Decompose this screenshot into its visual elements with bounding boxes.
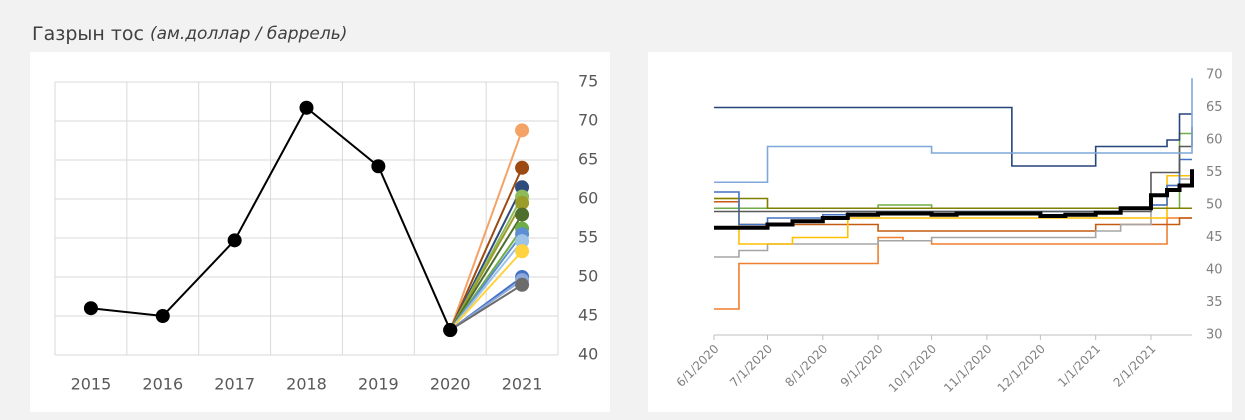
series-line bbox=[714, 78, 1193, 184]
point bbox=[227, 233, 242, 248]
x-tick-label: 2019 bbox=[358, 375, 399, 394]
title: Газрын тос bbox=[32, 23, 144, 45]
y-tick-label: 60 bbox=[578, 189, 598, 208]
y-tick-label: 60 bbox=[1206, 133, 1223, 148]
x-tick-label: 2020 bbox=[430, 375, 471, 394]
point bbox=[299, 100, 314, 115]
point bbox=[515, 207, 530, 222]
series-line bbox=[714, 174, 1192, 245]
x-tick-label: 2018 bbox=[286, 375, 327, 394]
x-tick-label: 2015 bbox=[71, 375, 112, 394]
point bbox=[515, 195, 530, 210]
y-tick-label: 40 bbox=[1206, 263, 1223, 278]
series-line bbox=[714, 169, 1194, 230]
series-line bbox=[449, 167, 523, 331]
series-line bbox=[449, 130, 524, 331]
point bbox=[515, 277, 530, 292]
point bbox=[515, 160, 530, 175]
unit: (ам.доллар / баррель) bbox=[150, 24, 347, 44]
series-line bbox=[449, 214, 523, 331]
x-tick-label: 2016 bbox=[142, 375, 183, 394]
y-tick-label: 50 bbox=[1206, 198, 1223, 213]
point bbox=[515, 234, 530, 249]
y-tick-label: 45 bbox=[1206, 230, 1223, 245]
point bbox=[515, 244, 530, 259]
series-line bbox=[90, 106, 452, 331]
y-tick-label: 55 bbox=[578, 228, 598, 247]
series-line bbox=[449, 250, 523, 331]
point bbox=[443, 323, 458, 338]
y-tick-label: 40 bbox=[578, 345, 598, 364]
x-tick-label: 2017 bbox=[214, 375, 255, 394]
point bbox=[155, 309, 170, 323]
point bbox=[83, 301, 98, 316]
right-panel bbox=[648, 52, 1232, 412]
y-tick-label: 70 bbox=[1206, 68, 1223, 83]
series-line bbox=[714, 217, 1192, 310]
point bbox=[515, 123, 530, 138]
y-tick-label: 65 bbox=[578, 150, 598, 169]
y-tick-label: 45 bbox=[578, 306, 598, 325]
y-tick-label: 65 bbox=[1206, 100, 1223, 115]
point bbox=[371, 159, 386, 174]
y-tick-label: 75 bbox=[578, 72, 598, 91]
series-line bbox=[449, 283, 523, 331]
x-tick-label: 2021 bbox=[502, 375, 543, 394]
series-line bbox=[449, 240, 523, 331]
series-line bbox=[449, 202, 523, 331]
y-tick-label: 70 bbox=[578, 111, 598, 130]
y-tick-label: 35 bbox=[1206, 295, 1223, 310]
y-tick-label: 50 bbox=[578, 267, 598, 286]
series-line bbox=[714, 106, 1192, 167]
page-title: Газрын тос (ам.доллар / баррель) bbox=[32, 23, 347, 45]
y-tick-label: 30 bbox=[1206, 328, 1223, 343]
y-tick-label: 55 bbox=[1206, 165, 1223, 180]
